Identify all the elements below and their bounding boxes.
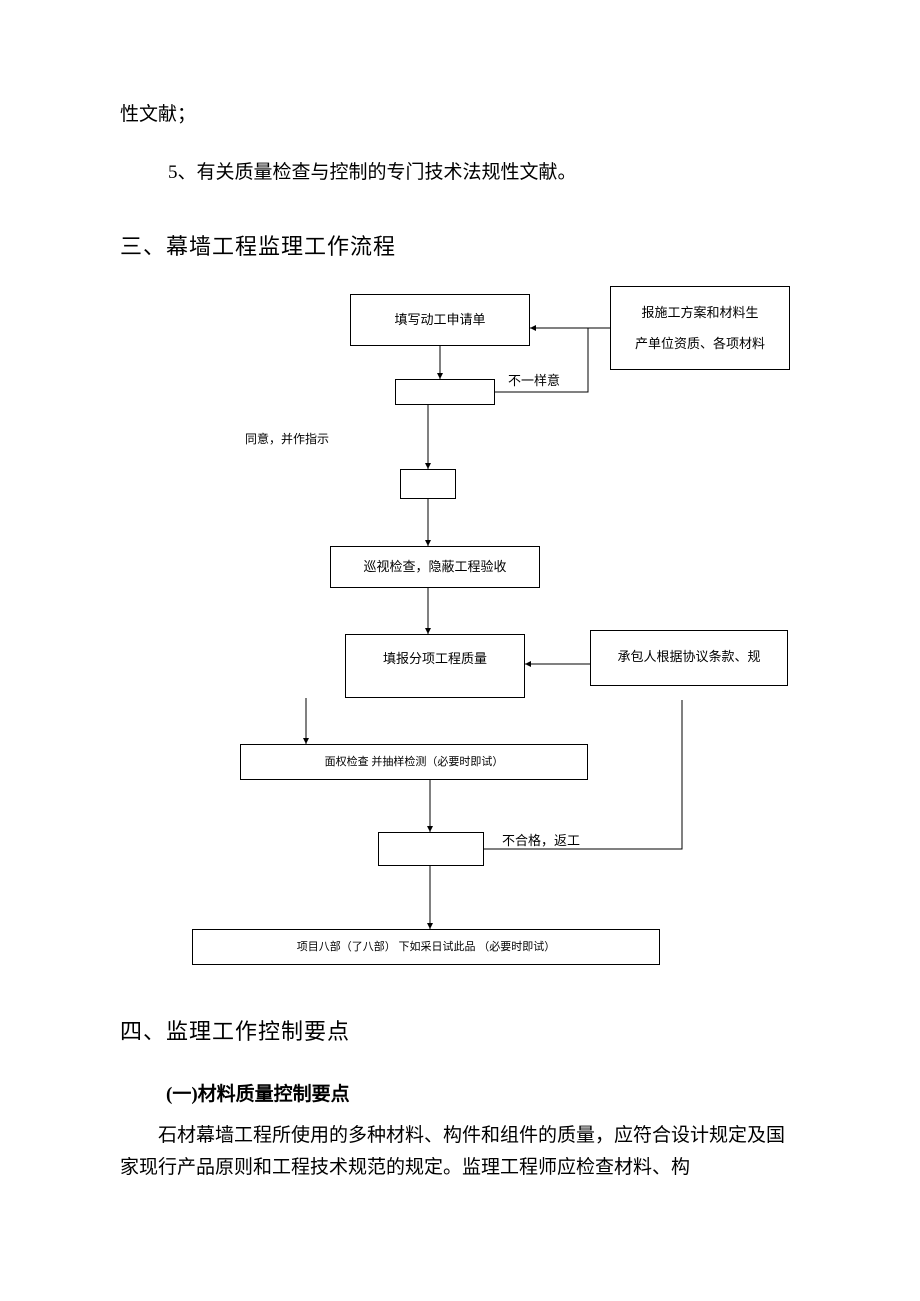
flow-node-n6: 面权检查 并抽样检测（必要时即试） [240,744,588,780]
flow-label-fail: 不合格，返工 [502,830,580,849]
intro-line-1: 性文献； [120,100,800,130]
flow-node-n5: 填报分项工程质量 [345,634,525,698]
flow-node-n1b: 报施工方案和材料生 产单位资质、各项材料 [610,286,790,370]
flow-node-n8-text: 项目八部（了八部） 下如采日试此品 （必要时即试） [297,939,556,956]
flow-node-n7 [378,832,484,866]
flow-node-n8: 项目八部（了八部） 下如采日试此品 （必要时即试） [192,929,660,965]
flow-label-disagree: 不一样意 [508,370,560,389]
flow-node-n4: 巡视检查，隐蔽工程验收 [330,546,540,588]
flow-node-n2 [395,379,495,405]
flowchart: 填写动工申请单 报施工方案和材料生 产单位资质、各项材料 巡视检查，隐蔽工程验收… [130,294,790,994]
flow-node-n6-text: 面权检查 并抽样检测（必要时即试） [325,754,504,771]
section-4-para1: 石材幕墙工程所使用的多种材料、构件和组件的质量，应符合设计规定及国家现行产品原则… [120,1120,800,1185]
intro-line-2: 5、有关质量检查与控制的专门技术法规性文献。 [120,158,800,188]
section-4-sub1: (一)材料质量控制要点 [166,1079,800,1106]
flow-node-n3 [400,469,456,499]
section-3-heading: 三、幕墙工程监理工作流程 [120,229,800,264]
flow-node-n1: 填写动工申请单 [350,294,530,346]
section-4-heading: 四、监理工作控制要点 [120,1014,800,1049]
flow-label-approve: 同意，并作指示 [245,430,329,447]
flow-node-n5b: 承包人根据协议条款、规 [590,630,788,686]
